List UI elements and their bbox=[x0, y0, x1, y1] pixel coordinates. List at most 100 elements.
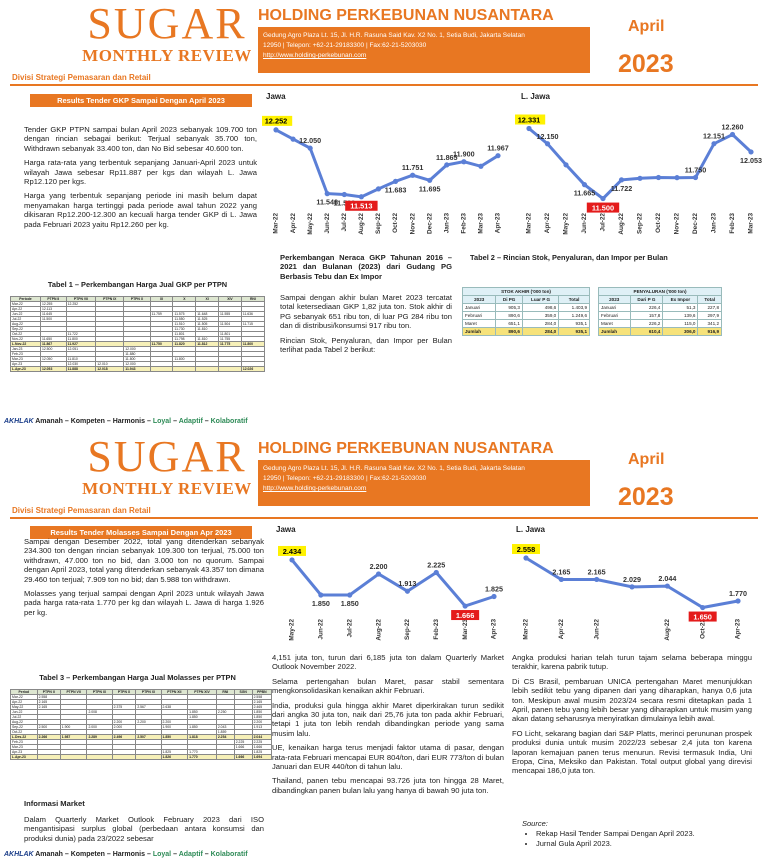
data-point bbox=[375, 186, 382, 192]
website-link[interactable]: http://www.holding-perkebunan.com bbox=[263, 485, 367, 492]
value-separator: – bbox=[204, 418, 209, 425]
paragraph: Rincian Stok, Penyaluran, dan Impor per … bbox=[280, 335, 452, 355]
section-banner-molasses: Results Tender Molasses Sampai Dengan Ap… bbox=[30, 526, 252, 539]
paragraph: Harga yang terbentuk sepanjang periode i… bbox=[24, 191, 257, 229]
table-1-gkp-price: Periode PTPN II PTPN VII PTPN IX PTPN X XI X XI… bbox=[10, 296, 266, 372]
data-label: 11.513 bbox=[350, 202, 372, 211]
data-point bbox=[491, 593, 497, 600]
data-point bbox=[289, 557, 295, 563]
data-point bbox=[600, 195, 606, 202]
table-cell: 359,0 bbox=[521, 311, 560, 320]
min-highlight-box bbox=[586, 202, 620, 213]
data-label: 1.650 bbox=[693, 612, 712, 621]
x-tick-label: Mar-22 bbox=[523, 619, 530, 640]
table-cell bbox=[59, 754, 88, 760]
molasses-text: Sampai dengan Desember 2022, total yang … bbox=[24, 537, 264, 622]
table-cell: 226,4 bbox=[629, 303, 664, 312]
table-cell bbox=[218, 366, 242, 372]
max-highlight-box bbox=[515, 114, 546, 125]
data-label: 2.044 bbox=[658, 574, 676, 583]
table-cell: Maret bbox=[461, 319, 497, 328]
data-point bbox=[700, 604, 706, 611]
data-point bbox=[478, 163, 484, 169]
market-text-right: Angka produksi harian telah turun tajam … bbox=[512, 653, 752, 781]
table-cell bbox=[135, 754, 162, 760]
paragraph: Di CS Brasil, pembaruan UNICA pertengaha… bbox=[512, 676, 752, 724]
table-cell: 12.053 bbox=[39, 366, 67, 372]
data-label: 1.850 bbox=[312, 599, 330, 608]
paragraph: Sampai dengan Desember 2022, total yang … bbox=[24, 537, 264, 584]
x-tick-label: Sep-22 bbox=[375, 213, 382, 234]
division-name: Divisi Strategi Pemasaran dan Retail bbox=[12, 73, 151, 82]
table-2-penyaluran: PENYALURAN ('000 ton) 2023 Dari P G Ex Impo… bbox=[598, 287, 722, 336]
data-label: 2.165 bbox=[552, 567, 570, 576]
value-separator: – bbox=[64, 418, 69, 425]
x-tick-label: Mar-22 bbox=[273, 213, 280, 234]
x-tick-label: Jul-22 bbox=[346, 619, 353, 638]
paragraph: Sampai dengan akhir bulan Maret 2023 ter… bbox=[280, 293, 452, 331]
x-tick-label: Aug-22 bbox=[358, 213, 365, 235]
data-point bbox=[461, 159, 467, 165]
value-loyal: Loyal bbox=[152, 851, 172, 858]
data-point bbox=[526, 125, 532, 132]
table-3-caption: Tabel 3 – Perkembangan Harga Jual Molass… bbox=[39, 673, 236, 682]
address-line-2: 12950 | Telepon: +62-21-29183300 | Fax:6… bbox=[263, 475, 427, 482]
source-label: Source: bbox=[522, 819, 548, 828]
gkp-text: Tender GKP PTPN sampai bulan April 2023 … bbox=[24, 125, 257, 234]
paragraph: 4,151 juta ton, turun dari 6,185 juta to… bbox=[272, 653, 504, 672]
table-cell bbox=[215, 754, 235, 760]
info-text: Dalam Quarterly Market Outlook February … bbox=[24, 815, 264, 843]
chart-2-title: L. Jawa bbox=[521, 92, 550, 101]
x-tick-label: Apr-23 bbox=[495, 213, 502, 234]
data-label: 11.683 bbox=[385, 185, 407, 194]
table-header-cell: Dari P G bbox=[629, 295, 664, 304]
table-cell: 890,6 bbox=[495, 311, 523, 320]
data-label: 11.548 bbox=[316, 198, 338, 207]
data-label: 1.913 bbox=[398, 579, 416, 588]
address-box: Gedung Agro Plaza Lt. 15, Jl. H.R. Rasun… bbox=[258, 27, 590, 73]
table-cell: 306,0 bbox=[662, 327, 699, 336]
x-tick-label: Apr-22 bbox=[558, 619, 565, 640]
data-label: 11.751 bbox=[402, 163, 424, 172]
data-label: 12.053 bbox=[740, 156, 762, 165]
data-point bbox=[433, 569, 439, 576]
table-cell: 12.018 bbox=[95, 366, 125, 372]
table-cell: Jumlah bbox=[461, 327, 497, 336]
value-adaptif: Adaptif bbox=[178, 851, 203, 858]
data-point bbox=[655, 174, 662, 181]
table-cell: 1.694 bbox=[251, 754, 273, 760]
header-divider bbox=[10, 517, 758, 519]
x-tick-label: May-22 bbox=[289, 619, 296, 641]
data-label: 1.770 bbox=[729, 589, 747, 598]
value-harmonis: Harmonis bbox=[112, 418, 146, 425]
data-point bbox=[427, 177, 433, 183]
max-highlight-box bbox=[278, 545, 306, 556]
value-separator: – bbox=[146, 851, 151, 858]
table-header-cell: Ex Impor bbox=[662, 295, 699, 304]
akhlak-logo: AKHLAK bbox=[4, 418, 34, 425]
data-point bbox=[674, 175, 680, 181]
x-tick-label: Jun-22 bbox=[318, 619, 325, 640]
table-header-cell: 2023 bbox=[598, 295, 631, 304]
data-label: 12.260 bbox=[722, 122, 744, 131]
table-cell: 11.943 bbox=[123, 366, 151, 372]
table-row: L.Apr-23 1.826 1.770 1.666 1.694 bbox=[10, 754, 273, 760]
x-tick-label: Feb-23 bbox=[433, 619, 440, 640]
chart-3-jawa-molasses: May-22 Jun-22 Jul-22 Aug-22 Sep-22 Feb-23 Mar-… bbox=[278, 545, 503, 641]
x-tick-label: Dec-22 bbox=[426, 213, 433, 234]
table-cell: 227,8 bbox=[697, 303, 722, 312]
table-cell: 498,6 bbox=[521, 303, 560, 312]
table-cell: 284,0 bbox=[521, 319, 560, 328]
paragraph: Molasses yang terjual sampai dengan Apri… bbox=[24, 589, 264, 617]
website-link[interactable]: http://www.holding-perkebunan.com bbox=[263, 52, 367, 59]
table-2-stok-akhir: STOK AKHIR ('000 ton) 2023 Di PG Luar P G To… bbox=[461, 287, 590, 336]
brand-title: SUGAR bbox=[87, 433, 247, 481]
table-1-caption: Tabel 1 – Perkembangan Harga Jual GKP pe… bbox=[47, 280, 228, 289]
data-label: 2.200 bbox=[370, 562, 388, 571]
max-highlight-box bbox=[262, 115, 293, 126]
x-tick-label: Apr-23 bbox=[491, 619, 498, 640]
data-label: 1.666 bbox=[456, 611, 475, 620]
source-item: Jurnal Gula April 2023. bbox=[536, 839, 752, 849]
neraca-text: Sampai dengan akhir bulan Maret 2023 ter… bbox=[280, 293, 452, 359]
data-point bbox=[711, 141, 717, 147]
